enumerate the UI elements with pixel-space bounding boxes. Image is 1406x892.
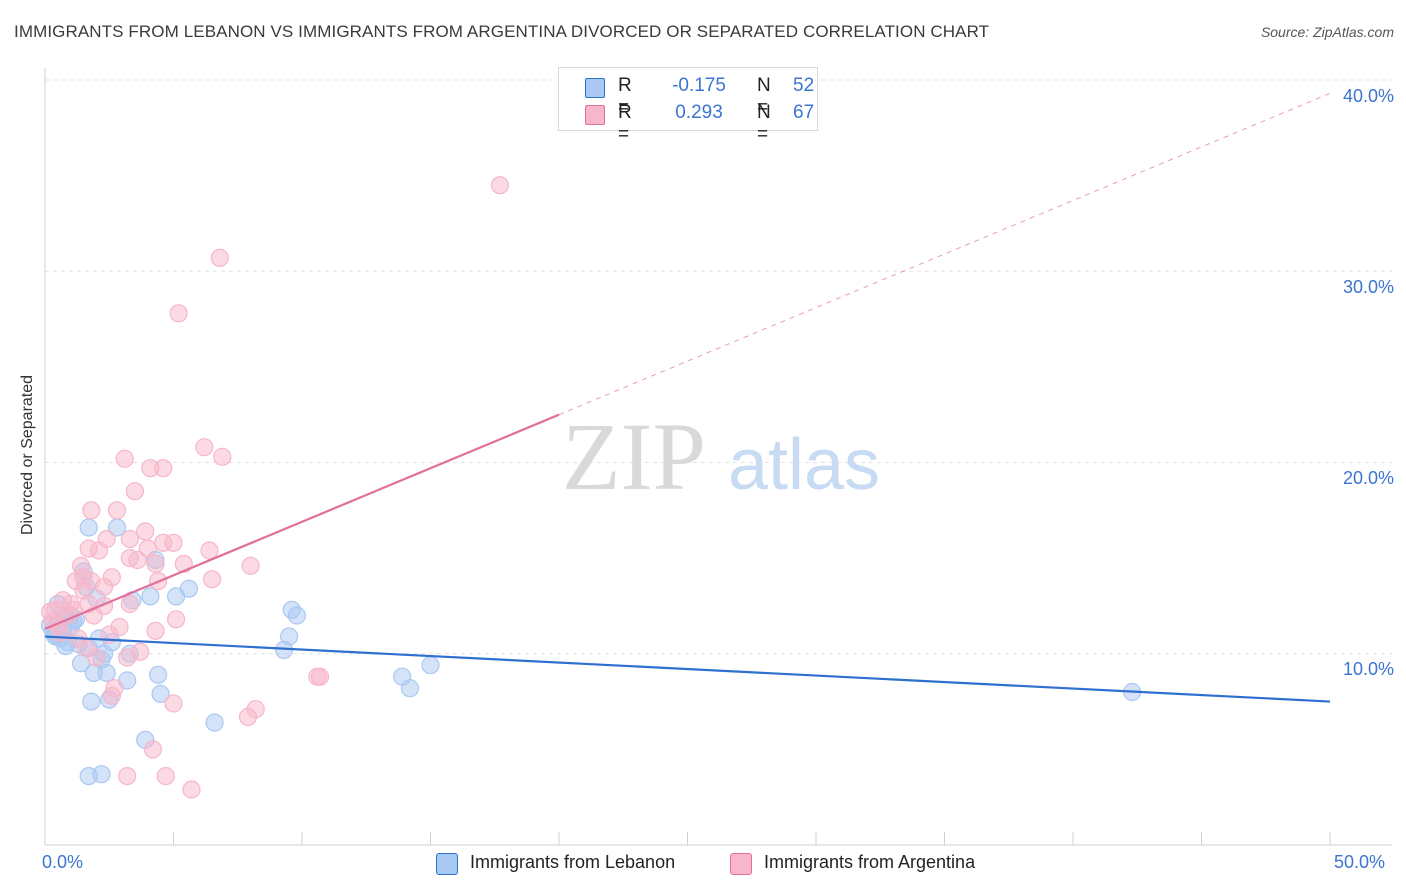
- y-tick-label: 40.0%: [1342, 86, 1394, 106]
- point-lebanon: [400, 679, 419, 698]
- x-tick-label-min: 0.0%: [42, 852, 84, 872]
- point-argentina: [169, 304, 188, 323]
- point-lebanon: [421, 656, 440, 675]
- watermark-zip: ZIP: [562, 403, 706, 510]
- point-lebanon: [97, 663, 116, 683]
- point-argentina: [143, 740, 162, 759]
- legend-n-value: 52: [793, 75, 815, 96]
- legend-r-label: R =: [618, 102, 632, 145]
- point-argentina: [154, 533, 173, 552]
- point-argentina: [310, 667, 330, 686]
- trend-line-lebanon: [44, 635, 1331, 703]
- point-argentina: [203, 570, 222, 589]
- trend-lines: [44, 92, 1331, 703]
- legend-n-label: N =: [757, 75, 771, 118]
- point-argentina: [107, 501, 127, 520]
- x-tick-label-max: 50.0%: [1334, 852, 1386, 872]
- legend-label-lebanon: Immigrants from Lebanon: [470, 852, 676, 872]
- point-lebanon: [287, 606, 306, 625]
- point-argentina: [146, 554, 165, 574]
- legend-label-argentina: Immigrants from Argentina: [764, 852, 976, 872]
- point-argentina: [154, 459, 173, 478]
- watermark: ZIP atlas: [562, 403, 880, 510]
- point-lebanon: [82, 692, 101, 711]
- y-tick-label: 20.0%: [1342, 468, 1394, 488]
- point-argentina: [40, 602, 60, 621]
- point-argentina: [118, 766, 137, 786]
- point-lebanon: [151, 684, 170, 704]
- legend-r-label: R =: [618, 75, 632, 118]
- point-argentina: [167, 610, 186, 629]
- point-lebanon: [79, 518, 98, 537]
- point-argentina: [195, 438, 214, 457]
- point-argentina: [490, 176, 509, 195]
- point-lebanon: [280, 627, 299, 646]
- stats-legend: R = -0.175 N = 52 R = 0.293 N = 67: [558, 67, 818, 145]
- legend-swatch-lebanon: [436, 853, 458, 875]
- point-lebanon: [141, 587, 160, 606]
- point-argentina: [213, 447, 232, 466]
- legend-n-label: N =: [757, 102, 771, 145]
- point-argentina: [115, 449, 134, 468]
- point-argentina: [210, 248, 229, 267]
- y-tick-label: 30.0%: [1342, 277, 1394, 297]
- point-argentina: [238, 707, 258, 727]
- point-argentina: [156, 766, 175, 786]
- point-argentina: [120, 529, 139, 549]
- trend-line-argentina: [44, 413, 560, 630]
- point-argentina: [128, 550, 147, 570]
- point-argentina: [89, 541, 109, 560]
- point-argentina: [136, 522, 155, 541]
- point-lebanon: [149, 665, 168, 684]
- point-argentina: [182, 780, 201, 799]
- point-argentina: [94, 577, 114, 596]
- point-argentina: [241, 556, 260, 575]
- point-lebanon: [92, 765, 111, 784]
- trend-line-argentina-projection: [558, 92, 1331, 416]
- legend-swatch-argentina: [730, 853, 752, 875]
- point-lebanon: [205, 713, 224, 732]
- data-points: [40, 176, 1142, 799]
- legend-swatch-argentina: [585, 105, 605, 125]
- chart-title: IMMIGRANTS FROM LEBANON VS IMMIGRANTS FR…: [14, 22, 990, 41]
- point-argentina: [174, 554, 193, 574]
- point-argentina: [146, 621, 165, 640]
- point-argentina: [138, 539, 157, 558]
- point-argentina: [200, 541, 219, 560]
- point-argentina: [125, 482, 144, 501]
- legend-r-value: 0.293: [675, 102, 723, 123]
- source-label: Source: ZipAtlas.com: [1260, 24, 1394, 40]
- legend-r-value: -0.175: [672, 75, 726, 96]
- watermark-atlas: atlas: [728, 425, 880, 505]
- point-argentina: [87, 648, 106, 667]
- point-argentina: [64, 600, 83, 619]
- point-argentina: [164, 694, 183, 713]
- point-lebanon: [179, 579, 198, 598]
- axes: [44, 68, 1392, 846]
- point-argentina: [102, 686, 121, 705]
- point-argentina: [120, 594, 139, 614]
- legend-swatch-lebanon: [585, 78, 605, 98]
- point-argentina: [82, 501, 101, 520]
- grid-lines: [45, 79, 1392, 655]
- y-tick-label: 10.0%: [1342, 659, 1394, 679]
- point-argentina: [131, 642, 150, 661]
- legend-n-value: 67: [793, 102, 815, 123]
